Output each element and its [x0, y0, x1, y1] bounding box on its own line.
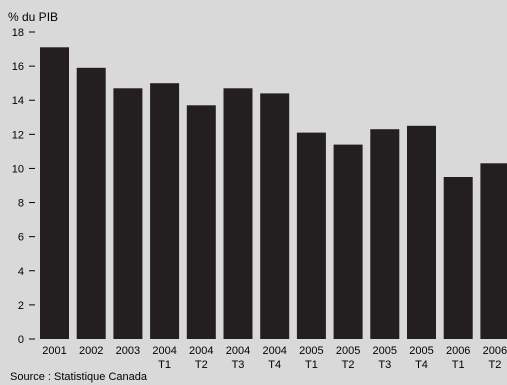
y-tick-label: 2: [18, 300, 24, 312]
x-tick-label: T3: [378, 359, 391, 371]
x-tick-label: 2001: [42, 345, 66, 357]
bar: [370, 129, 400, 339]
x-tick-label: 2005: [299, 345, 323, 357]
x-tick-label: T2: [488, 359, 501, 371]
x-tick-label: 2006: [483, 345, 507, 357]
bar: [443, 177, 473, 339]
bars: [40, 47, 507, 340]
y-tick-label: 4: [18, 266, 24, 278]
y-tick-label: 18: [12, 27, 24, 39]
x-tick-label: 2006: [446, 345, 470, 357]
x-tick-label: T1: [305, 359, 318, 371]
bar: [480, 163, 507, 339]
y-tick-label: 14: [12, 95, 24, 107]
y-axis-label: % du PIB: [8, 10, 58, 24]
x-axis-tick-labels: 2001 2002 2003 2004 T1 2004 T2 2004 T3 2004 T4 2005…: [42, 345, 507, 371]
x-tick-label: 2005: [373, 345, 397, 357]
x-tick-label: 2002: [79, 345, 103, 357]
bar: [260, 93, 290, 340]
x-tick-label: T1: [158, 359, 171, 371]
x-tick-label: T4: [415, 359, 428, 371]
y-tick-label: 16: [12, 61, 24, 73]
bar: [333, 144, 363, 339]
bar: [150, 83, 180, 339]
bar: [296, 132, 326, 339]
y-axis: 0 2 4 6 8 10 12 14 16 18: [12, 27, 35, 346]
bar: [223, 88, 253, 339]
y-tick-label: 0: [18, 334, 24, 346]
y-tick-label: 10: [12, 163, 24, 175]
bar: [40, 47, 69, 340]
x-tick-label: 2004: [226, 345, 250, 357]
bar: [407, 125, 436, 339]
x-tick-label: 2004: [262, 345, 286, 357]
x-tick-label: T1: [452, 359, 465, 371]
y-tick-label: 8: [18, 198, 24, 210]
x-tick-label: 2004: [152, 345, 176, 357]
x-tick-label: 2004: [189, 345, 213, 357]
x-tick-label: T2: [195, 359, 208, 371]
x-tick-label: T2: [342, 359, 355, 371]
x-tick-label: T4: [268, 359, 281, 371]
y-tick-label: 12: [12, 129, 24, 141]
y-tick-label: 6: [18, 232, 24, 244]
bar: [76, 67, 106, 340]
x-tick-label: 2005: [336, 345, 360, 357]
bar: [113, 88, 143, 339]
x-tick-label: 2003: [116, 345, 140, 357]
bar: [186, 105, 216, 339]
x-tick-label: T3: [232, 359, 245, 371]
source-note: Source : Statistique Canada: [10, 371, 147, 383]
x-tick-label: 2005: [409, 345, 433, 357]
